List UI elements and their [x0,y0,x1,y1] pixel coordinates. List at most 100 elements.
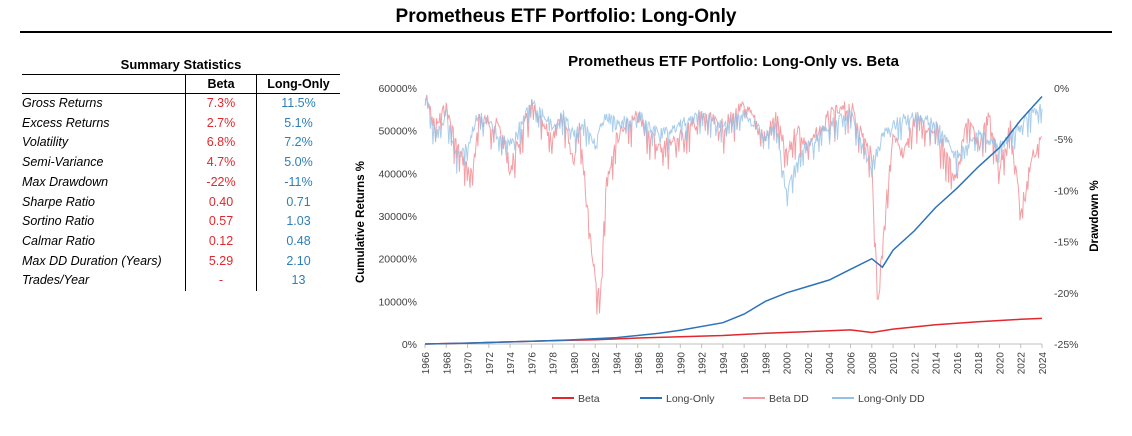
beta-value: 0.40 [185,192,257,213]
long-only-value: 0.48 [256,231,340,252]
y2-tick-label: -15% [1054,237,1079,249]
legend-label: Long-Only DD [858,393,925,405]
x-tick-label: 1982 [591,352,602,375]
table-row: Semi-Variance 4.7% 5.0% [22,153,340,173]
x-tick-label: 1994 [719,352,730,375]
x-tick-label: 1992 [698,352,709,375]
table-row: Gross Returns 7.3% 11.5% [22,93,340,114]
x-tick-label: 1968 [442,352,453,375]
x-tick-label: 1974 [506,352,517,375]
x-tick-label: 2010 [889,352,900,375]
x-tick-label: 2000 [783,352,794,375]
y2-tick-label: -10% [1054,185,1079,197]
long-only-line [424,95,1043,345]
x-tick-label: 1980 [570,352,581,375]
long-only-value: 11.5% [256,93,340,114]
y2-tick-label: 0% [1054,83,1069,95]
x-tick-label: 2002 [804,352,815,375]
row-label: Gross Returns [22,96,103,110]
table-row: Max Drawdown -22% -11% [22,172,340,193]
beta-value: 5.29 [185,251,257,272]
title-divider [20,31,1112,33]
x-tick-label: 1966 [421,352,432,375]
x-tick-label: 2022 [1017,352,1028,375]
x-tick-label: 2020 [995,352,1006,375]
row-label: Excess Returns [22,115,110,130]
x-tick-label: 1984 [612,352,623,375]
beta-value: 4.7% [185,153,257,173]
y-tick-label: 30000% [378,211,417,223]
beta-value: 0.57 [185,212,257,232]
y-axis-label: Cumulative Returns % [355,161,367,283]
y-tick-label: 50000% [378,126,417,138]
row-label: Max DD Duration (Years) [22,253,162,268]
row-label: Sortino Ratio [22,214,95,229]
long-only-dd-line [424,95,1043,207]
long-only-value: 5.1% [256,113,340,134]
y-tick-label: 40000% [378,168,417,180]
beta-value: 6.8% [185,133,257,154]
long-only-value: 5.0% [256,153,340,173]
x-tick-label: 1972 [485,352,496,375]
y2-tick-label: -25% [1054,339,1079,351]
long-only-value: 0.71 [256,192,340,213]
x-tick-label: 1990 [676,352,687,375]
summary-statistics-panel: Summary Statistics Beta Long-Only Gross … [22,56,340,292]
x-tick-label: 1988 [655,352,666,375]
summary-statistics-title: Summary Statistics [22,56,340,75]
header-blank [22,75,186,94]
chart-title: Prometheus ETF Portfolio: Long-Only vs. … [568,53,900,70]
x-tick-label: 1978 [549,352,560,375]
row-label: Sharpe Ratio [22,194,95,209]
table-row: Volatility 6.8% 7.2% [22,133,340,154]
table-row: Calmar Ratio 0.12 0.48 [22,231,340,252]
x-tick-label: 1998 [761,352,772,375]
summary-statistics-body: Gross Returns 7.3% 11.5% Excess Returns 2.7%… [22,93,340,292]
summary-statistics-table: Beta Long-Only Gross Returns 7.3% 11.5% Exc… [22,75,340,292]
y2-tick-label: -20% [1054,288,1079,300]
row-label: Volatility [22,135,69,150]
y2-axis-label: Drawdown % [1089,180,1101,252]
header-beta: Beta [185,75,257,94]
long-only-value: -11% [256,172,340,193]
x-tick-label: 1986 [634,352,645,375]
y-tick-label: 10000% [378,296,417,308]
row-label: Max Drawdown [22,174,109,189]
x-tick-label: 2004 [825,352,836,375]
table-row: Excess Returns 2.7% 5.1% [22,113,340,134]
table-header-row: Beta Long-Only [22,75,340,94]
x-tick-label: 2014 [932,352,943,375]
x-tick-label: 1970 [464,352,475,375]
page-title: Prometheus ETF Portfolio: Long-Only [395,6,737,27]
beta-value: -22% [185,172,257,193]
legend-label: Beta [578,393,600,405]
beta-value: 2.7% [185,113,257,134]
x-tick-label: 1996 [740,352,751,375]
beta-value: - [185,271,257,292]
x-tick-label: 2016 [953,352,964,375]
legend-label: Long-Only [666,393,715,405]
header-long-only: Long-Only [256,75,340,94]
beta-dd-line [424,94,1043,315]
y-tick-label: 0% [402,339,417,351]
y2-tick-label: -5% [1054,134,1073,146]
beta-value: 7.3% [185,93,257,114]
y-tick-label: 60000% [378,83,417,95]
x-tick-label: 2024 [1038,352,1049,375]
table-row: Max DD Duration (Years) 5.29 2.10 [22,251,340,272]
table-row: Sortino Ratio 0.57 1.03 [22,212,340,232]
x-tick-label: 2018 [974,352,985,375]
table-row: Sharpe Ratio 0.40 0.71 [22,192,340,213]
y-tick-label: 20000% [378,254,417,266]
table-row: Trades/Year -13 [22,271,340,292]
long-only-value: 7.2% [256,133,340,154]
x-tick-label: 2006 [847,352,858,375]
x-tick-label: 2012 [910,352,921,375]
row-label: Calmar Ratio [22,233,95,248]
beta-line [424,317,1043,345]
long-only-value: 13 [256,271,340,292]
row-label: Semi-Variance [22,155,104,170]
long-only-value: 1.03 [256,212,340,232]
x-tick-label: 1976 [527,352,538,375]
